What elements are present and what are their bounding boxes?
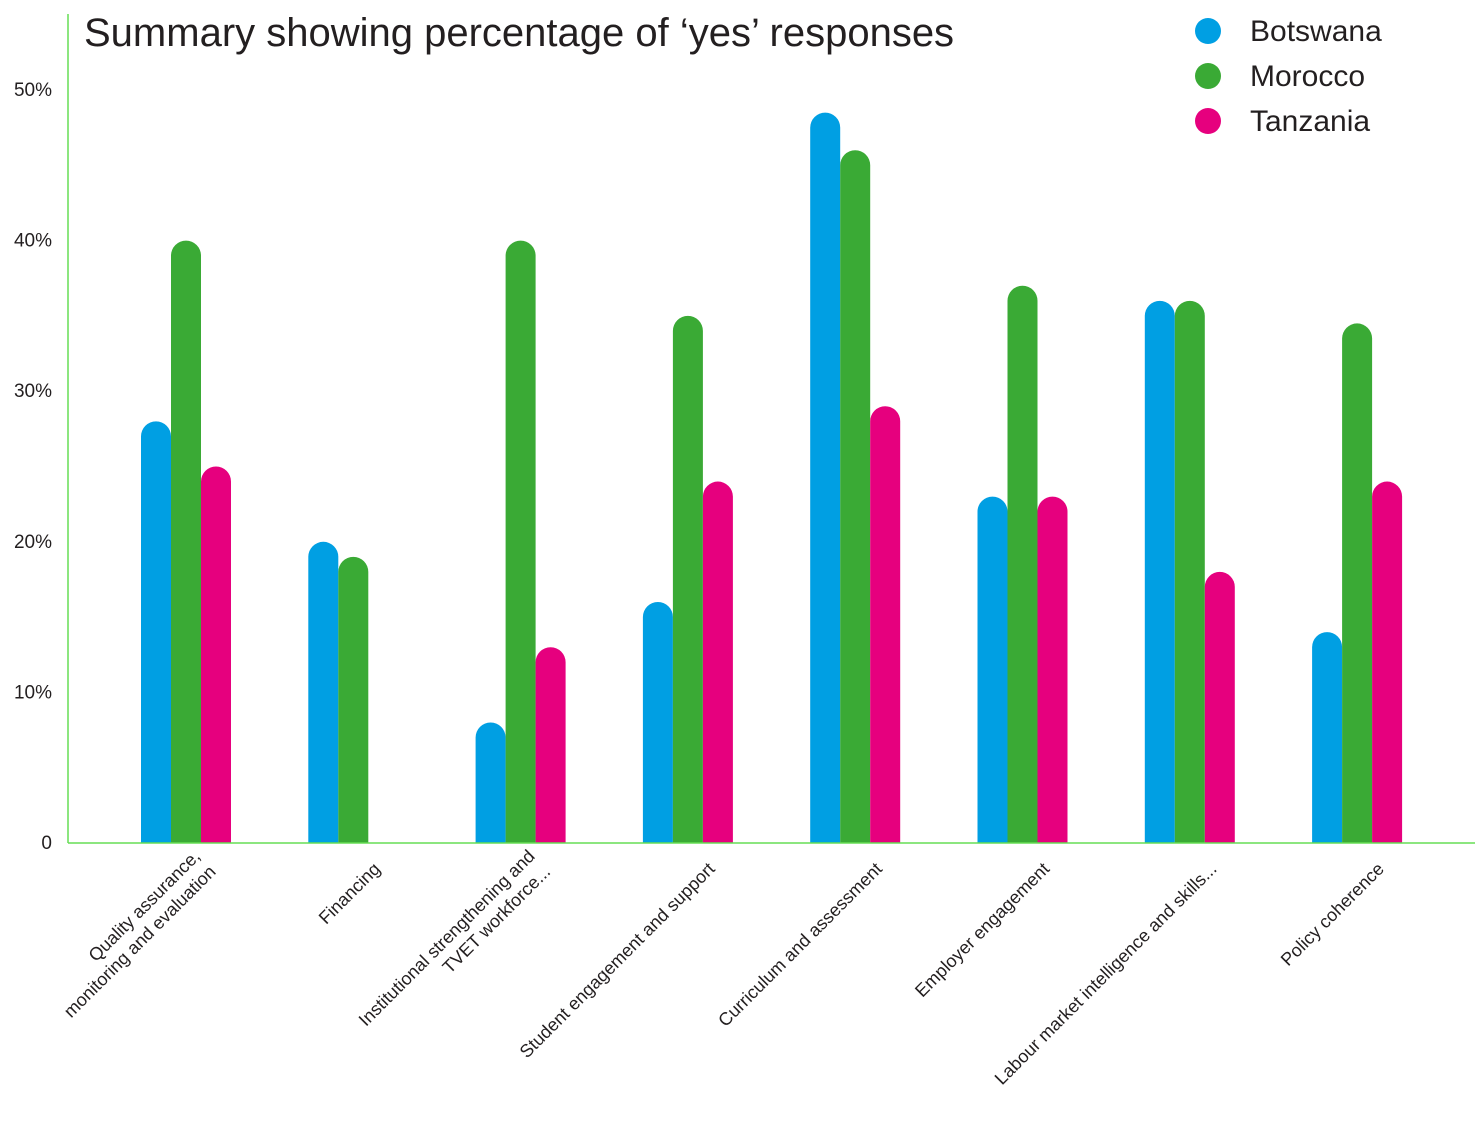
bar-tanzania-5: [870, 406, 901, 843]
x-tick-label: Student engagement and support: [516, 859, 719, 1062]
y-tick-label: 40%: [14, 231, 52, 252]
bar-botswana-7: [1144, 300, 1175, 843]
bar-morocco-3: [505, 240, 536, 844]
axes-layer: [67, 14, 1475, 844]
x-tick-label-line: Financing: [315, 859, 384, 928]
x-tick-label-line: Student engagement and support: [516, 859, 719, 1062]
bars-layer: [141, 112, 1403, 844]
bar-morocco-6: [1007, 285, 1038, 843]
x-tick-label: Financing: [315, 859, 384, 928]
chart-title: Summary showing percentage of ‘yes’ resp…: [84, 11, 954, 55]
x-tick-label-line: Curriculum and assessment: [714, 859, 886, 1031]
bar-morocco-4: [672, 315, 703, 843]
bar-botswana-5: [810, 112, 841, 843]
bar-botswana-8: [1312, 632, 1343, 843]
y-tick-label: 30%: [14, 381, 52, 402]
bar-botswana-3: [475, 722, 506, 843]
bar-botswana-4: [642, 602, 673, 843]
bar-morocco-2: [338, 556, 369, 843]
y-tick-label: 50%: [14, 80, 52, 101]
legend-marker-botswana: [1195, 18, 1221, 44]
bar-morocco-5: [840, 150, 871, 844]
bar-morocco-1: [171, 240, 201, 844]
x-tick-label-line: Employer engagement: [911, 859, 1053, 1001]
y-tick-label: 0: [41, 833, 52, 854]
bar-morocco-7: [1174, 300, 1205, 843]
y-tick-label: 10%: [14, 682, 52, 703]
bar-botswana-1: [141, 421, 171, 843]
y-tick-labels: 0 10% 20% 30% 40% 50%: [14, 80, 52, 854]
x-tick-label: Quality assurance,monitoring and evaluat…: [44, 846, 219, 1021]
bar-tanzania-3: [535, 647, 566, 843]
bar-botswana-2: [308, 541, 339, 843]
x-tick-label: Curriculum and assessment: [714, 859, 886, 1031]
bar-tanzania-7: [1204, 571, 1235, 843]
bar-morocco-8: [1342, 323, 1373, 843]
bar-tanzania-8: [1372, 481, 1403, 843]
legend-label-tanzania: Tanzania: [1250, 105, 1370, 138]
x-tick-label-line: monitoring and evaluation: [60, 862, 220, 1022]
legend-label-morocco: Morocco: [1250, 60, 1365, 93]
bar-tanzania-1: [201, 466, 231, 843]
x-tick-label-line: Policy coherence: [1277, 859, 1388, 970]
legend-marker-morocco: [1195, 63, 1221, 89]
x-tick-label: Policy coherence: [1277, 859, 1388, 970]
x-tick-label: Employer engagement: [911, 859, 1053, 1001]
y-tick-label: 20%: [14, 532, 52, 553]
bar-tanzania-4: [702, 481, 733, 843]
bar-tanzania-6: [1037, 496, 1068, 843]
legend-marker-tanzania: [1195, 108, 1221, 134]
bar-botswana-6: [977, 496, 1008, 843]
x-tick-label: Institutional strengthening andTVET work…: [355, 846, 555, 1046]
legend: Botswana Morocco Tanzania: [1195, 15, 1382, 138]
legend-label-botswana: Botswana: [1250, 15, 1382, 48]
x-tick-labels: Quality assurance,monitoring and evaluat…: [44, 846, 1388, 1089]
